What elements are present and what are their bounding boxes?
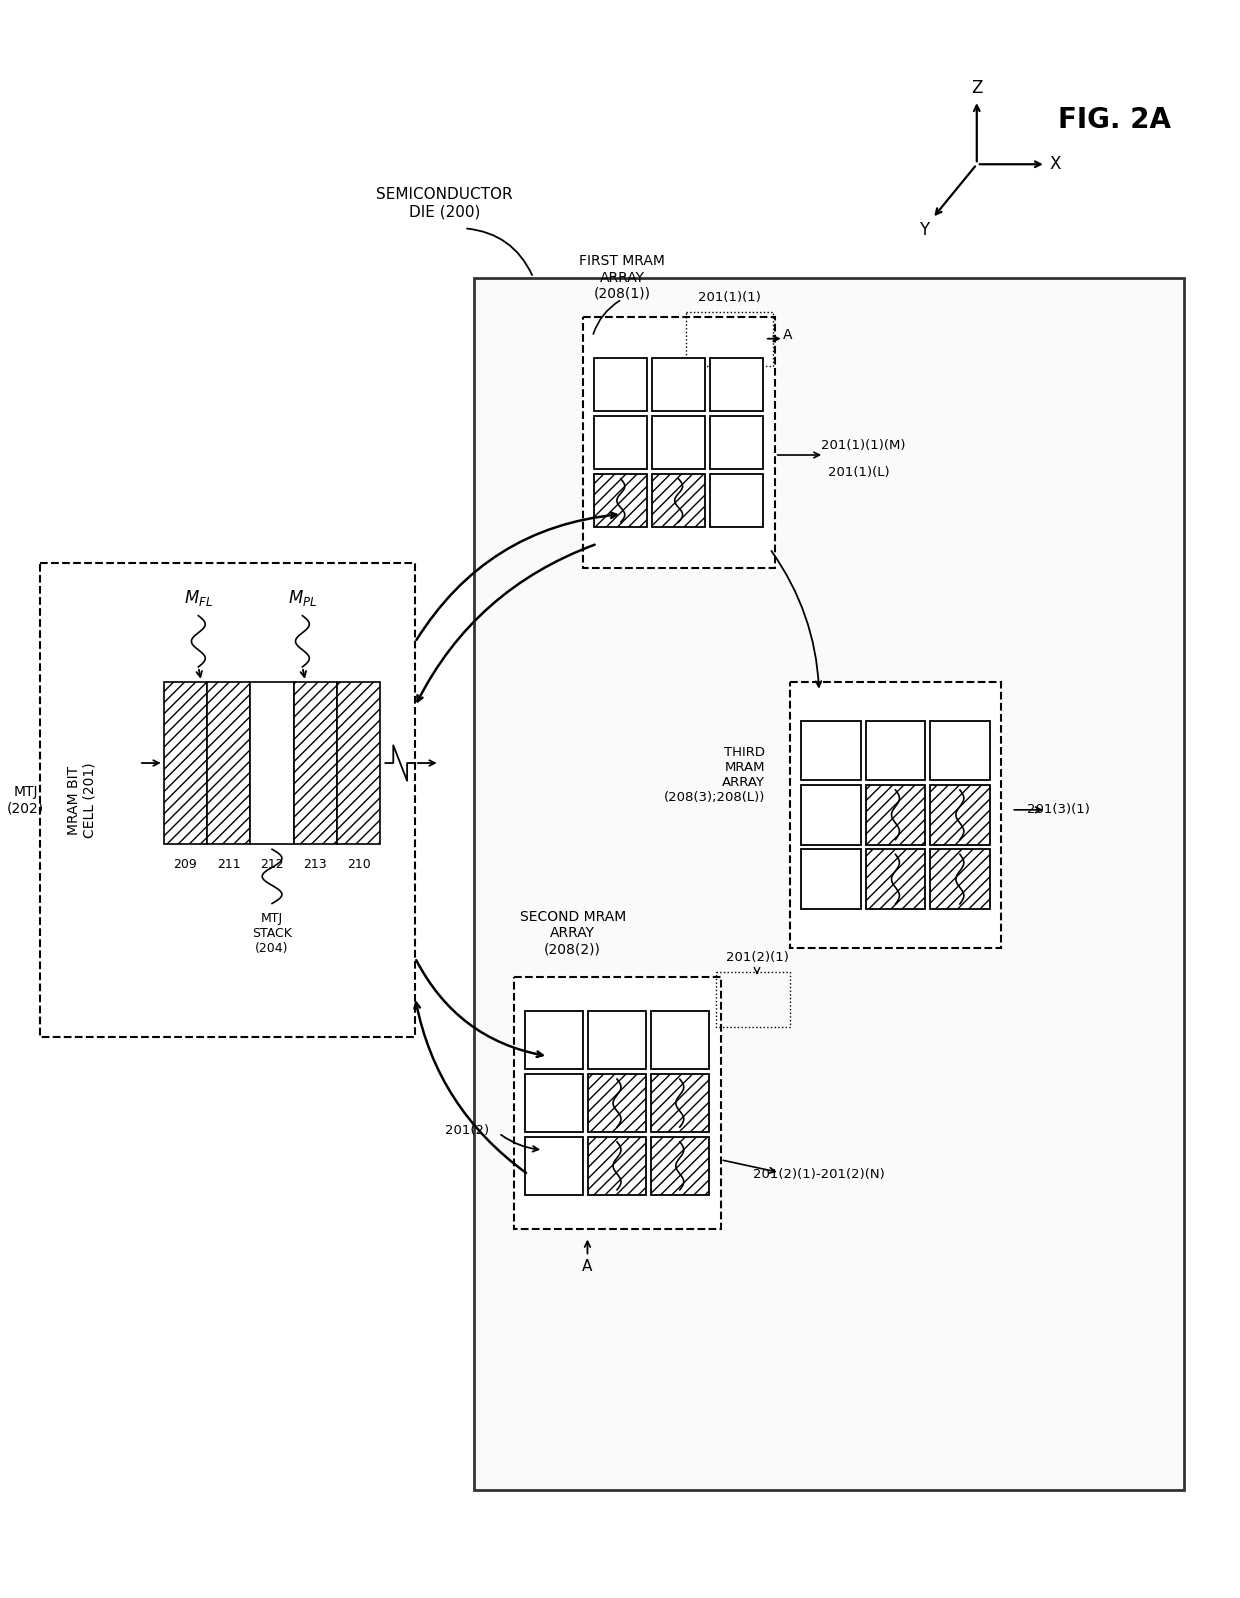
Bar [594,475,647,527]
Text: FIG. 2A: FIG. 2A [1058,105,1172,134]
Bar [652,358,706,411]
Bar [652,415,706,470]
Bar [583,316,775,569]
Bar [474,278,1184,1489]
Bar [207,682,250,844]
Text: 201(2): 201(2) [445,1123,489,1136]
Text: $M_{PL}$: $M_{PL}$ [288,588,317,607]
Bar [250,682,294,844]
Bar [715,973,790,1026]
Text: MTJ
STACK
(204): MTJ STACK (204) [252,911,291,954]
Bar [526,1012,583,1069]
Bar [711,358,763,411]
Bar [594,415,647,470]
Text: Z: Z [971,80,982,97]
Text: 210: 210 [347,858,371,871]
Text: THIRD
MRAM
ARRAY
(208(3);208(L)): THIRD MRAM ARRAY (208(3);208(L)) [663,746,765,804]
Text: 201(1)(1): 201(1)(1) [698,291,761,304]
Text: SECOND MRAM
ARRAY
(208(2)): SECOND MRAM ARRAY (208(2)) [520,909,626,956]
Text: 213: 213 [304,858,327,871]
Text: SEMICONDUCTOR
DIE (200): SEMICONDUCTOR DIE (200) [376,187,513,221]
Bar [594,358,647,411]
Bar [790,682,1002,948]
Bar [801,785,861,844]
Bar [930,785,990,844]
Text: 212: 212 [260,858,284,871]
Text: $M_{FL}$: $M_{FL}$ [184,588,213,607]
Bar [686,312,773,366]
Bar [651,1136,709,1195]
Text: MRAM BIT
CELL (201): MRAM BIT CELL (201) [67,762,97,837]
Text: Y: Y [920,221,930,240]
Bar [866,721,925,780]
Bar [930,721,990,780]
Bar [526,1136,583,1195]
Text: MTJ
(202): MTJ (202) [7,785,45,815]
Bar [801,721,861,780]
Bar [711,475,763,527]
Bar [711,415,763,470]
Bar [164,682,207,844]
Text: 201(2)(1)-201(2)(N): 201(2)(1)-201(2)(N) [753,1168,885,1181]
Text: A: A [782,328,792,342]
Bar [337,682,381,844]
Bar [294,682,337,844]
Text: A: A [583,1259,593,1274]
Bar [801,850,861,909]
Bar [513,978,720,1229]
Text: 201(2)(1): 201(2)(1) [725,951,789,964]
Text: 201(3)(1): 201(3)(1) [1027,804,1090,817]
Bar [866,785,925,844]
Bar [930,850,990,909]
Bar [651,1074,709,1131]
Text: 201(1)(1)(M): 201(1)(1)(M) [821,439,905,452]
Text: 211: 211 [217,858,241,871]
Text: 209: 209 [174,858,197,871]
Bar [866,850,925,909]
Bar [652,475,706,527]
Bar [651,1012,709,1069]
Text: 201(1)(L): 201(1)(L) [827,467,889,479]
Bar [526,1074,583,1131]
Bar [578,312,1050,962]
Bar [41,564,415,1037]
Text: FIRST MRAM
ARRAY
(208(1)): FIRST MRAM ARRAY (208(1)) [579,254,665,300]
Bar [588,1012,646,1069]
Bar [588,1074,646,1131]
Text: X: X [1050,155,1061,173]
Bar [588,1136,646,1195]
